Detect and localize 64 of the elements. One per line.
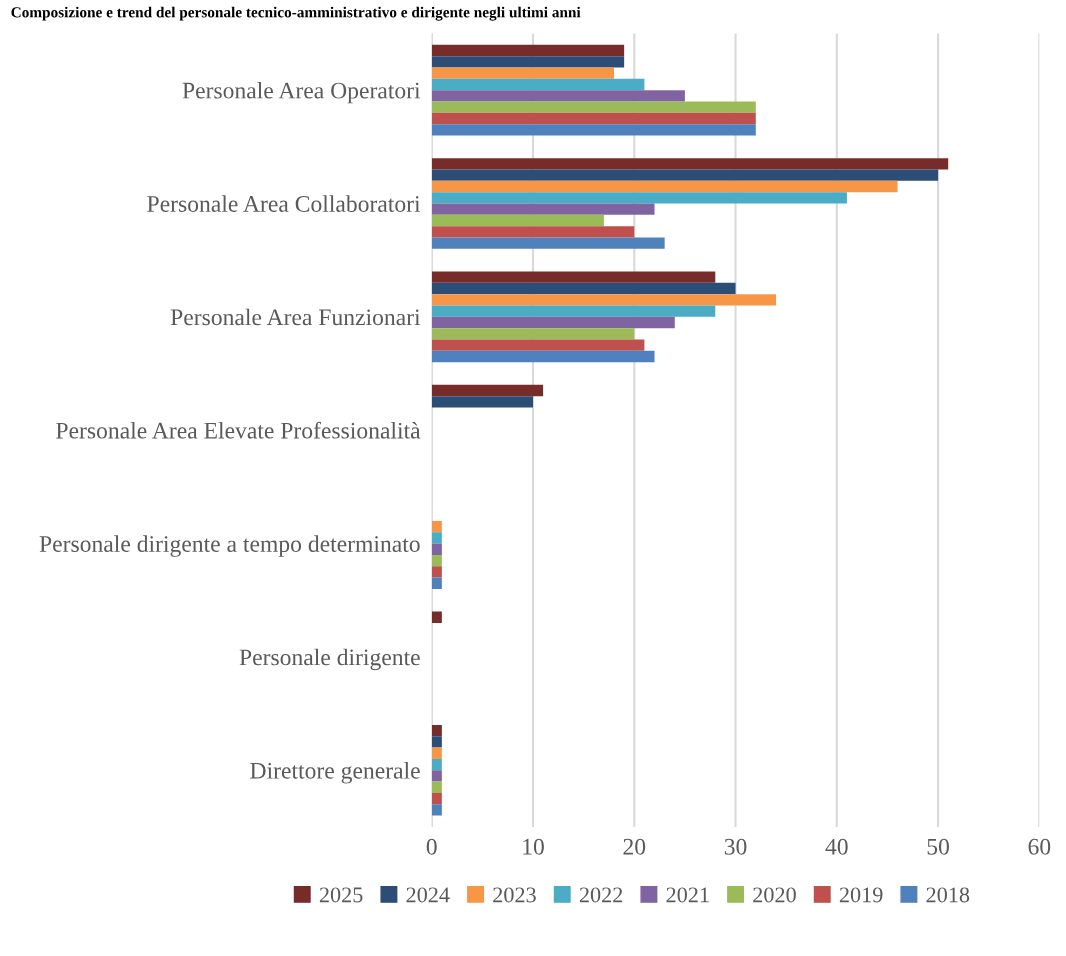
bar — [431, 305, 716, 317]
y-tick-label: Direttore generale — [250, 762, 420, 784]
bar — [431, 158, 949, 170]
y-tick-label: Personale Area Elevate Professionalità — [56, 421, 421, 439]
bar — [431, 294, 777, 306]
y-tick-label: Personale Area Funzionari — [170, 308, 421, 326]
bar — [431, 532, 442, 544]
legend-label: 2018 — [926, 887, 970, 903]
bar — [431, 577, 442, 589]
bar — [431, 214, 604, 227]
bar — [431, 44, 625, 57]
legend-label: 2019 — [839, 887, 883, 903]
x-tick-label: 50 — [927, 838, 949, 855]
y-tick-label: Personale dirigente — [239, 648, 420, 671]
bar — [431, 226, 635, 238]
bar — [431, 611, 442, 623]
bar — [431, 328, 635, 340]
bar — [431, 316, 675, 329]
bar — [431, 78, 645, 91]
bar — [431, 520, 442, 533]
bar — [431, 124, 756, 136]
bar — [431, 736, 442, 748]
legend-label: 2023 — [493, 887, 536, 903]
bar — [431, 203, 655, 215]
bar — [431, 192, 847, 204]
bar — [431, 543, 442, 555]
x-tick-label: 60 — [1028, 838, 1051, 855]
x-tick-label: 10 — [523, 838, 544, 855]
legend-label: 2022 — [579, 887, 623, 903]
bar — [431, 781, 442, 793]
bar — [431, 169, 939, 181]
text: Composizione e trend del personale tecnico-amministrativo e dirigente negli ultimi anni — [11, 6, 581, 21]
bar — [431, 384, 544, 397]
bar — [431, 350, 655, 363]
legend-label: 2021 — [666, 887, 709, 903]
x-tick-label: 30 — [724, 838, 747, 855]
bar — [431, 90, 685, 102]
bar — [431, 56, 625, 68]
bar — [431, 67, 615, 79]
bar — [431, 566, 442, 578]
x-tick-label: 20 — [623, 838, 646, 855]
y-tick-label: Personale Area Operatori — [182, 81, 421, 104]
bar — [431, 237, 665, 249]
legend-label: 2020 — [753, 887, 796, 903]
bar — [431, 770, 442, 782]
bar — [431, 747, 442, 759]
bar — [431, 101, 756, 113]
x-tick-label: 40 — [825, 838, 848, 855]
bar — [431, 396, 533, 408]
legend-label: 2024 — [406, 887, 450, 903]
bar — [431, 804, 442, 816]
legend-label: 2025 — [319, 887, 363, 903]
x-tick-label: 0 — [426, 838, 437, 855]
bar — [431, 339, 645, 351]
bar — [431, 554, 442, 567]
y-tick-label: Personale dirigente a tempo determinato — [39, 535, 420, 557]
bar — [431, 271, 716, 283]
bar — [431, 724, 442, 737]
bar — [431, 792, 442, 805]
bar — [431, 112, 756, 125]
bar — [431, 758, 442, 771]
bar — [431, 282, 736, 295]
bar — [431, 180, 898, 193]
y-tick-label: Personale Area Collaboratori — [147, 195, 421, 212]
